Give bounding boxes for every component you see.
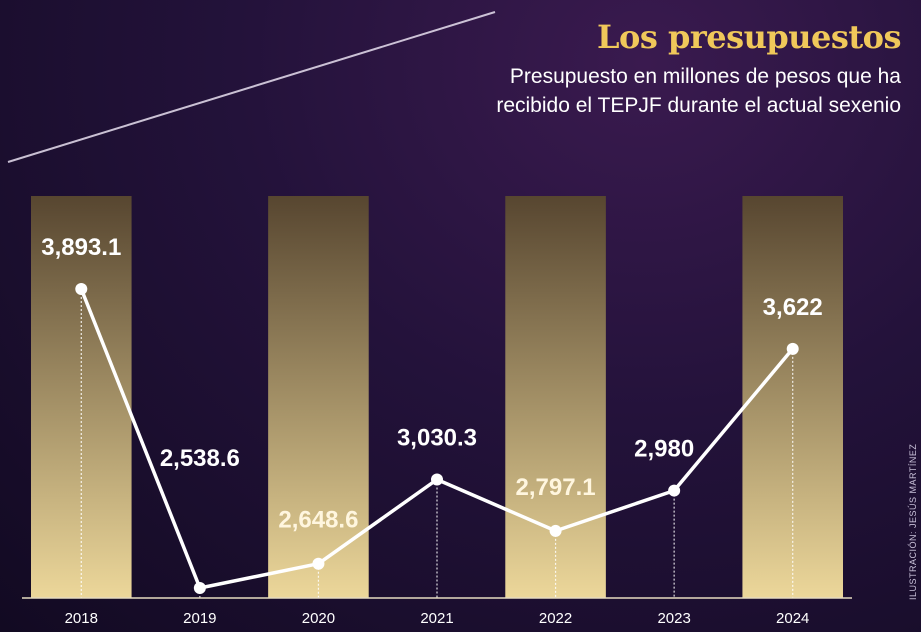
illustration-credit: ILUSTRACIÓN: JESÚS MARTÍNEZ [908, 443, 918, 600]
x-tick-2022: 2022 [539, 610, 572, 627]
data-label-2023: 2,980 [634, 436, 694, 463]
x-tick-2023: 2023 [657, 610, 690, 627]
decorative-streak [7, 11, 496, 163]
data-label-2019: 2,538.6 [160, 445, 240, 472]
data-point-2022 [549, 524, 562, 537]
data-point-2023 [668, 484, 681, 497]
data-label-2022: 2,797.1 [516, 474, 596, 501]
data-point-2018 [75, 283, 88, 295]
chart-title: Los presupuestos [596, 18, 902, 56]
x-tick-2018: 2018 [65, 610, 98, 627]
data-label-2020: 2,648.6 [278, 507, 358, 534]
data-point-2021 [431, 473, 443, 486]
x-tick-2019: 2019 [183, 610, 216, 627]
data-point-2020 [312, 557, 325, 570]
x-tick-2024: 2024 [776, 610, 809, 627]
data-label-2024: 3,622 [763, 294, 823, 321]
x-tick-2020: 2020 [302, 610, 335, 627]
highlight-bar-2022 [505, 196, 606, 598]
x-tick-2021: 2021 [420, 610, 453, 627]
data-label-2018: 3,893.1 [41, 234, 121, 261]
data-label-2021: 3,030.3 [397, 424, 477, 451]
chart-subtitle: Presupuesto en millones de pesos que ha … [496, 65, 901, 117]
data-point-2019 [193, 582, 206, 594]
data-point-2024 [786, 342, 799, 355]
highlight-bar-2020 [268, 196, 369, 598]
